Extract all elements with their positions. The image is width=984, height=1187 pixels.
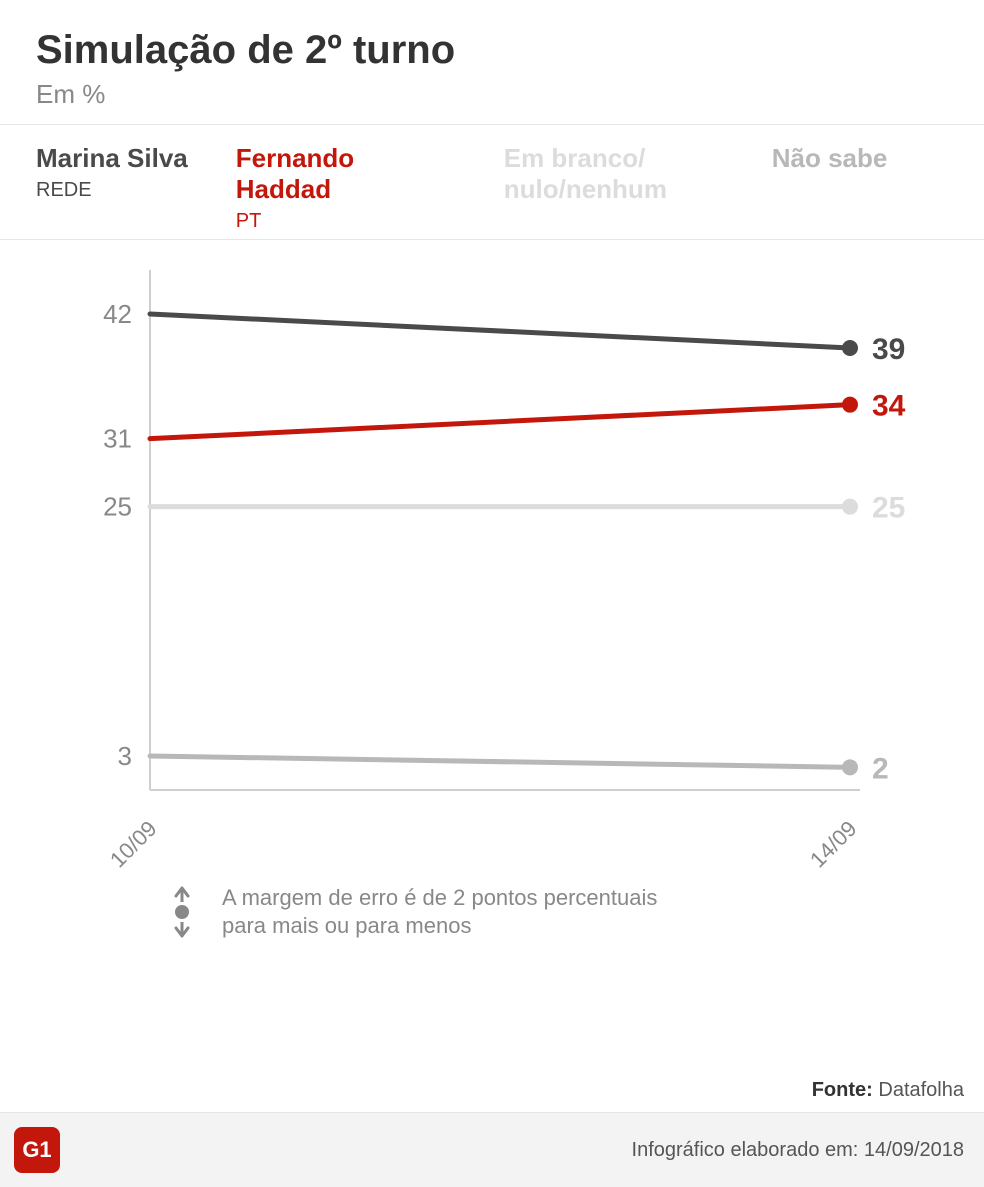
source-label: Fonte:: [812, 1079, 873, 1101]
chart-title: Simulação de 2º turno: [36, 28, 948, 73]
source-value: Datafolha: [878, 1079, 964, 1101]
legend-item: Não sabe: [772, 143, 888, 233]
svg-text:25: 25: [103, 492, 132, 522]
legend-item: Fernando Haddad PT: [236, 143, 456, 233]
svg-text:34: 34: [872, 390, 906, 423]
legend-party: PT: [236, 209, 456, 233]
svg-text:10/09: 10/09: [105, 816, 162, 873]
header: Simulação de 2º turno Em %: [0, 0, 984, 124]
margin-note-text-value: A margem de erro é de 2 pontos percentua…: [222, 885, 657, 939]
legend-name: Fernando Haddad: [236, 143, 456, 205]
legend-item: Em branco/ nulo/nenhum: [504, 143, 724, 233]
svg-text:14/09: 14/09: [805, 816, 862, 873]
svg-text:25: 25: [872, 492, 905, 525]
infographic-container: Simulação de 2º turno Em % Marina Silva R…: [0, 0, 984, 1187]
margin-note-text: A margem de erro é de 2 pontos percentua…: [222, 884, 657, 941]
brand-logo: G1: [14, 1127, 60, 1173]
legend-item: Marina Silva REDE: [36, 143, 188, 233]
legend-name: Marina Silva: [36, 143, 188, 174]
legend-name: Não sabe: [772, 143, 888, 174]
info-row: G1 Infográfico elaborado em: 14/09/2018: [0, 1112, 984, 1187]
margin-arrows-icon: [160, 880, 204, 944]
svg-text:3: 3: [118, 741, 132, 771]
line-chart: 10/09 14/09 42 39 31 34 25 25 3 2: [0, 240, 984, 880]
svg-text:39: 39: [872, 333, 905, 366]
svg-text:42: 42: [103, 299, 132, 329]
legend-party: REDE: [36, 178, 188, 202]
svg-text:31: 31: [103, 424, 132, 454]
legend-name: Em branco/ nulo/nenhum: [504, 143, 724, 205]
source-row: Fonte: Datafolha: [0, 1079, 984, 1112]
svg-text:2: 2: [872, 753, 889, 786]
chart-area: 10/09 14/09 42 39 31 34 25 25 3 2: [0, 240, 984, 880]
footer: Fonte: Datafolha G1 Infográfico elaborad…: [0, 1079, 984, 1187]
chart-subtitle: Em %: [36, 79, 948, 110]
info-text: Infográfico elaborado em: 14/09/2018: [632, 1139, 964, 1162]
legend: Marina Silva REDE Fernando Haddad PT Em bran…: [0, 125, 984, 239]
margin-note: A margem de erro é de 2 pontos percentua…: [0, 880, 984, 944]
